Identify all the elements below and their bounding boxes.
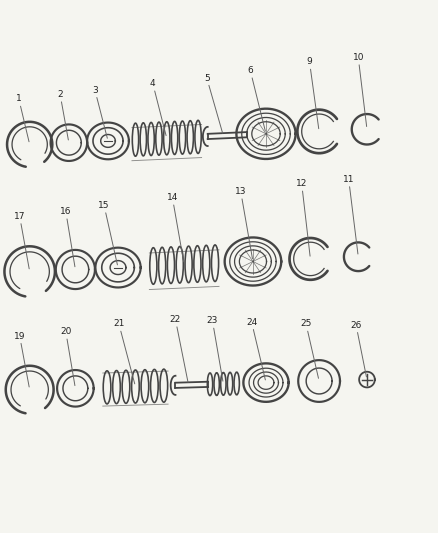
Text: 22: 22: [170, 315, 188, 382]
Text: 6: 6: [247, 66, 265, 131]
Text: 15: 15: [99, 201, 117, 265]
Text: 21: 21: [113, 319, 135, 384]
Text: 1: 1: [16, 94, 29, 142]
Text: 14: 14: [167, 193, 184, 262]
Text: 25: 25: [300, 319, 318, 378]
Text: 19: 19: [14, 332, 29, 387]
Text: 10: 10: [353, 53, 367, 126]
Text: 23: 23: [207, 317, 223, 381]
Text: 12: 12: [296, 179, 310, 256]
Text: 16: 16: [60, 207, 75, 266]
Text: 13: 13: [235, 187, 252, 259]
Text: 24: 24: [246, 318, 265, 380]
Text: 2: 2: [57, 90, 68, 140]
Text: 17: 17: [14, 212, 29, 269]
Text: 26: 26: [350, 321, 367, 377]
Text: 4: 4: [150, 79, 166, 135]
Text: 3: 3: [92, 86, 107, 138]
Text: 20: 20: [60, 327, 75, 385]
Text: 11: 11: [343, 175, 358, 254]
Text: 9: 9: [307, 58, 319, 128]
Text: 5: 5: [204, 74, 223, 133]
